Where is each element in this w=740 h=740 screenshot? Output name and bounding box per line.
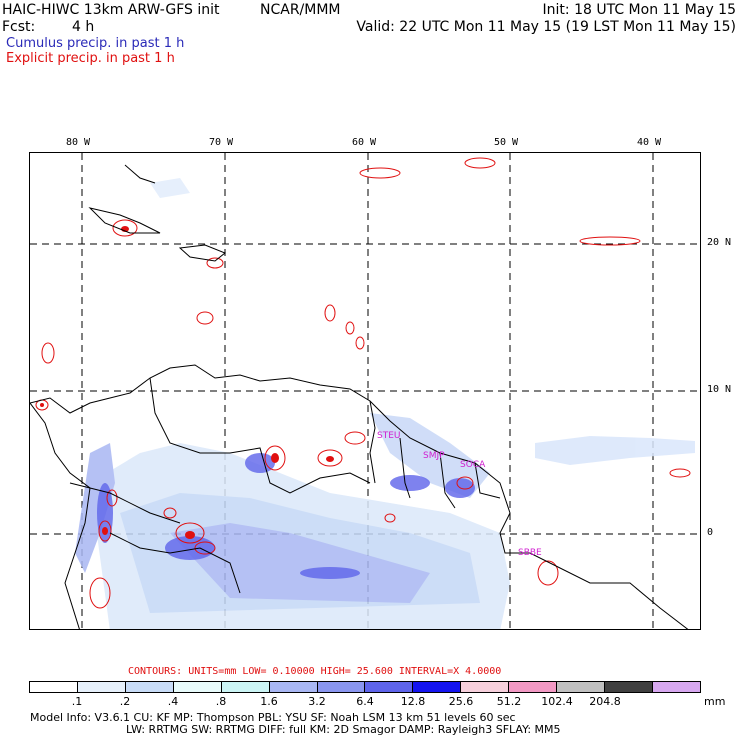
colorbar-tick: .4: [167, 695, 179, 708]
colorbar-seg-8: [413, 682, 462, 692]
colorbar-seg-3: [173, 682, 222, 692]
colorbar-seg-9: [461, 682, 510, 692]
colorbar-tick: 102.4: [541, 695, 573, 708]
site-label-steu: STEU: [377, 431, 401, 441]
colorbar-tick: 1.6: [260, 695, 278, 708]
colorbar-seg-4: [221, 682, 270, 692]
lat-label-10n: 10 N: [707, 384, 732, 395]
colorbar-seg-1: [77, 682, 126, 692]
colorbar-seg-10: [509, 682, 558, 692]
colorbar-seg-11: [557, 682, 606, 692]
map-panel: STEU SMJP SOCA SBBE: [29, 152, 701, 630]
lon-label-60w: 60 W: [352, 137, 377, 148]
valid-time: Valid: 22 UTC Mon 11 May 15 (19 LST Mon …: [356, 19, 736, 35]
colorbar-seg-13: [652, 682, 700, 692]
colorbar-tick: 12.8: [400, 695, 426, 708]
lat-label-20n: 20 N: [707, 237, 732, 248]
colorbar-seg-0: [30, 682, 78, 692]
site-label-sbbe: SBBE: [518, 548, 542, 558]
lon-label-50w: 50 W: [494, 137, 519, 148]
init-time: Init: 18 UTC Mon 11 May 15: [542, 2, 736, 18]
lat-label-0: 0: [707, 527, 714, 538]
colorbar-tick: .1: [71, 695, 83, 708]
org-label: NCAR/MMM: [260, 2, 341, 18]
lon-label-40w: 40 W: [637, 137, 662, 148]
site-label-soca: SOCA: [460, 460, 486, 470]
colorbar-tick: .8: [215, 695, 227, 708]
colorbar-tick: 204.8: [589, 695, 621, 708]
colorbar-tick: 6.4: [356, 695, 374, 708]
colorbar-seg-7: [365, 682, 414, 692]
explicit-legend: Explicit precip. in past 1 h: [6, 51, 175, 66]
cumulus-legend: Cumulus precip. in past 1 h: [6, 36, 185, 51]
colorbar-tick: 25.6: [448, 695, 474, 708]
lon-label-80w: 80 W: [66, 137, 91, 148]
coastlines: [30, 164, 689, 629]
colorbar: [29, 681, 701, 693]
colorbar-tick: .2: [119, 695, 131, 708]
contours-info: CONTOURS: UNITS=mm LOW= 0.10000 HIGH= 25…: [128, 666, 502, 677]
fcst-label: Fcst:: [2, 19, 36, 35]
site-label-smjp: SMJP: [423, 451, 445, 461]
colorbar-seg-12: [605, 682, 653, 692]
cumulus-precip-shading: [75, 178, 695, 629]
precip-map: [30, 153, 700, 629]
explicit-precip-contours: [35, 157, 691, 609]
model-info-line2: LW: RRTMG SW: RRTMG DIFF: full KM: 2D Sm…: [126, 723, 561, 736]
colorbar-seg-6: [317, 682, 366, 692]
colorbar-units: mm: [704, 695, 726, 708]
model-info-line1: Model Info: V3.6.1 CU: KF MP: Thompson P…: [30, 711, 516, 724]
fcst-value: 4 h: [72, 19, 95, 35]
colorbar-seg-5: [269, 682, 318, 692]
colorbar-seg-2: [125, 682, 174, 692]
colorbar-tick: 51.2: [496, 695, 522, 708]
model-title: HAIC-HIWC 13km ARW-GFS init: [2, 2, 220, 18]
colorbar-tick: 3.2: [308, 695, 326, 708]
lon-label-70w: 70 W: [209, 137, 234, 148]
